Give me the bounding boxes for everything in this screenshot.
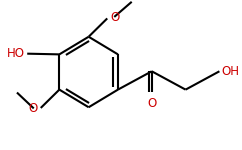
Text: OH: OH [222, 65, 240, 78]
Text: HO: HO [7, 47, 25, 60]
Text: O: O [147, 97, 156, 110]
Text: O: O [28, 102, 37, 115]
Text: O: O [111, 11, 120, 24]
